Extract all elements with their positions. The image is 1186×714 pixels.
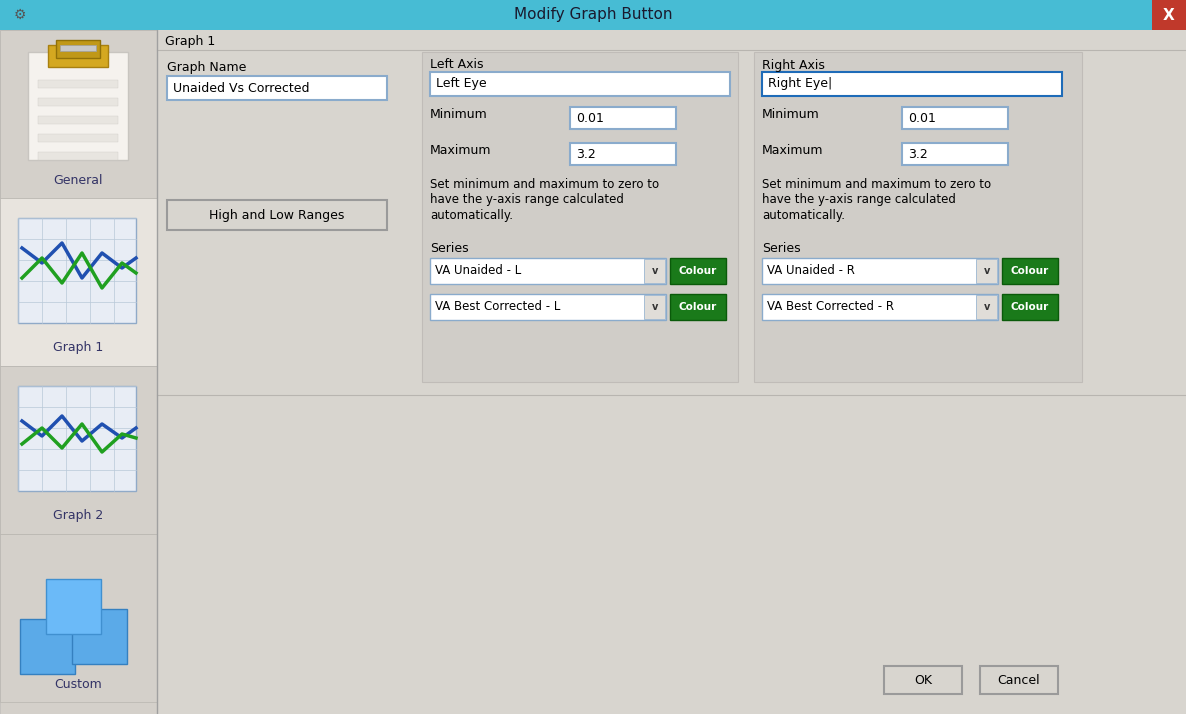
Text: VA Best Corrected - R: VA Best Corrected - R (767, 301, 894, 313)
Text: Graph 2: Graph 2 (53, 510, 103, 523)
Bar (47, 45, 108, 67)
Text: High and Low Ranges: High and Low Ranges (209, 208, 345, 221)
Text: Unaided Vs Corrected: Unaided Vs Corrected (173, 81, 310, 94)
Text: 3.2: 3.2 (908, 148, 927, 161)
Bar (644, 259, 665, 283)
Bar (38, 152, 117, 160)
Bar (28, 52, 128, 160)
Bar (1152, 0, 1186, 30)
Text: 3.2: 3.2 (576, 148, 595, 161)
Bar (761, 294, 997, 320)
Text: Graph 1: Graph 1 (53, 341, 103, 354)
Text: Right Axis: Right Axis (761, 59, 825, 71)
Text: have the y-axis range calculated: have the y-axis range calculated (761, 193, 956, 206)
Text: Left Axis: Left Axis (431, 59, 484, 71)
Bar (0, 0, 1186, 30)
Bar (1002, 258, 1058, 284)
Text: Colour: Colour (1010, 266, 1050, 276)
Bar (431, 72, 731, 96)
Text: 0.01: 0.01 (908, 111, 936, 124)
Text: have the y-axis range calculated: have the y-axis range calculated (431, 193, 624, 206)
Bar (18, 218, 136, 323)
Text: automatically.: automatically. (761, 208, 844, 221)
Text: 0.01: 0.01 (576, 111, 604, 124)
Bar (18, 386, 136, 491)
Bar (1002, 294, 1058, 320)
Bar (38, 116, 117, 124)
Bar (431, 294, 667, 320)
Bar (761, 72, 1061, 96)
Bar (422, 52, 738, 382)
Text: Graph Name: Graph Name (167, 61, 247, 74)
Text: automatically.: automatically. (431, 208, 514, 221)
Text: OK: OK (914, 673, 932, 686)
Bar (431, 258, 667, 284)
Bar (56, 40, 100, 58)
Bar (167, 76, 387, 100)
Bar (0, 30, 157, 198)
Bar (0, 366, 157, 534)
Text: v: v (652, 302, 658, 312)
Text: Colour: Colour (678, 302, 718, 312)
Bar (754, 52, 1082, 382)
Text: Series: Series (431, 241, 468, 254)
Text: Maximum: Maximum (761, 144, 823, 156)
Bar (38, 134, 117, 142)
Bar (157, 30, 1186, 714)
Text: v: v (652, 266, 658, 276)
Bar (976, 259, 997, 283)
Text: Custom: Custom (55, 678, 102, 690)
Bar (38, 80, 117, 88)
Text: ⚙: ⚙ (14, 8, 26, 22)
Bar (570, 143, 676, 165)
Text: VA Unaided - L: VA Unaided - L (435, 264, 522, 278)
Bar (570, 107, 676, 129)
Text: Graph 1: Graph 1 (165, 36, 215, 49)
Text: Cancel: Cancel (997, 673, 1040, 686)
Text: Colour: Colour (1010, 302, 1050, 312)
Bar (0, 30, 157, 714)
Text: General: General (53, 174, 103, 186)
Bar (46, 579, 101, 634)
Bar (0, 534, 157, 702)
Text: Maximum: Maximum (431, 144, 491, 156)
Text: Series: Series (761, 241, 801, 254)
Bar (167, 200, 387, 230)
Text: Modify Graph Button: Modify Graph Button (514, 8, 672, 23)
Bar (761, 258, 997, 284)
Bar (980, 666, 1058, 694)
Text: VA Unaided - R: VA Unaided - R (767, 264, 855, 278)
Text: Left Eye: Left Eye (436, 78, 486, 91)
Bar (903, 107, 1008, 129)
Text: v: v (984, 302, 990, 312)
Text: v: v (984, 266, 990, 276)
Bar (670, 294, 726, 320)
Bar (72, 609, 127, 664)
Text: Minimum: Minimum (431, 108, 487, 121)
Text: Set minimum and maximum to zero to: Set minimum and maximum to zero to (431, 178, 659, 191)
Text: VA Best Corrected - L: VA Best Corrected - L (435, 301, 560, 313)
Bar (0, 198, 157, 366)
Bar (20, 619, 75, 674)
Bar (60, 45, 96, 51)
Bar (670, 258, 726, 284)
Bar (38, 98, 117, 106)
Text: Colour: Colour (678, 266, 718, 276)
Bar (903, 143, 1008, 165)
Text: Minimum: Minimum (761, 108, 820, 121)
Bar (644, 295, 665, 319)
Text: X: X (1163, 8, 1175, 23)
Bar (884, 666, 962, 694)
Text: Set minimum and maximum to zero to: Set minimum and maximum to zero to (761, 178, 991, 191)
Text: Right Eye|: Right Eye| (769, 78, 833, 91)
Bar (976, 295, 997, 319)
